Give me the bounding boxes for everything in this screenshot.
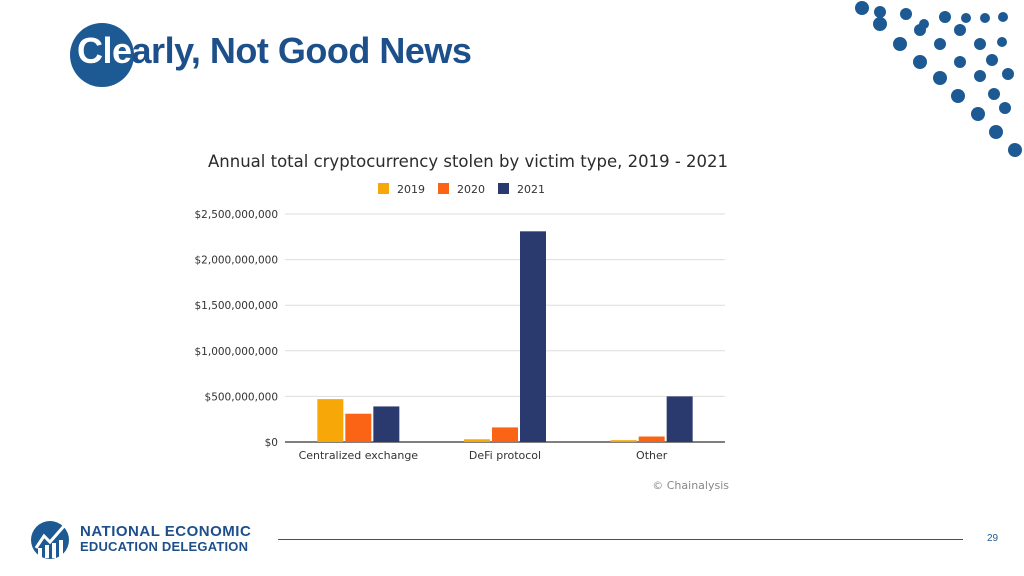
decorative-dot (989, 125, 1003, 139)
x-category-label: Other (636, 449, 668, 462)
need-logo-icon (31, 521, 69, 559)
bar-2020 (638, 436, 665, 442)
decorative-dot (971, 107, 985, 121)
y-tick-label: $1,000,000,000 (195, 346, 279, 358)
slide-title-rest: arly, Not Good News (131, 30, 472, 71)
decorative-dot (874, 6, 886, 18)
bar-2021 (373, 406, 400, 442)
legend-swatch-2019 (378, 183, 389, 194)
footer-divider (278, 539, 963, 540)
decorative-dot (914, 24, 926, 36)
decorative-dot (999, 102, 1011, 114)
decorative-dot (1002, 68, 1014, 80)
page-number: 29 (987, 533, 999, 544)
decorative-dot (1008, 143, 1022, 157)
decorative-dot (980, 13, 990, 23)
decorative-dot (933, 71, 947, 85)
organization-name: NATIONAL ECONOMIC EDUCATION DELEGATION (80, 524, 251, 554)
y-tick-label: $2,500,000,000 (195, 209, 279, 221)
x-category-label: DeFi protocol (469, 449, 541, 462)
legend-swatch-2021 (498, 183, 509, 194)
chart-title: Annual total cryptocurrency stolen by vi… (208, 152, 728, 171)
decorative-dot (934, 38, 946, 50)
bar-chart: Annual total cryptocurrency stolen by vi… (195, 152, 730, 492)
decorative-dot (855, 1, 869, 15)
legend-label-2021: 2021 (517, 183, 545, 196)
decorative-dot (951, 89, 965, 103)
decorative-dot (900, 8, 912, 20)
y-tick-label: $2,000,000,000 (195, 255, 279, 267)
org-name-line2: EDUCATION DELEGATION (80, 539, 249, 554)
bar-2021 (520, 231, 546, 442)
decorative-dot (954, 56, 966, 68)
y-tick-label: $1,500,000,000 (195, 300, 279, 312)
bar-2021 (666, 396, 693, 442)
chart-source: © Chainalysis (652, 479, 729, 492)
bar-2019 (464, 439, 490, 442)
bar-2020 (345, 413, 372, 442)
x-category-label: Centralized exchange (299, 449, 419, 462)
decorative-dot (974, 38, 986, 50)
decorative-dot-pattern (855, 1, 1022, 157)
slide-title: Clearly, Not Good News (77, 30, 472, 72)
decorative-dot (893, 37, 907, 51)
decorative-dot (997, 37, 1007, 47)
org-name-line1: NATIONAL ECONOMIC (80, 523, 252, 540)
title-accent-circle (70, 23, 134, 87)
decorative-dot (961, 13, 971, 23)
y-tick-label: $500,000,000 (205, 391, 278, 403)
decorative-dot (873, 17, 887, 31)
decorative-dot (939, 11, 951, 23)
decorative-dot (974, 70, 986, 82)
legend-swatch-2020 (438, 183, 449, 194)
bar-2019 (610, 440, 637, 442)
decorative-dot (998, 12, 1008, 22)
decorative-dot (913, 55, 927, 69)
y-tick-label: $0 (265, 437, 278, 449)
decorative-dot (986, 54, 998, 66)
bar-2020 (492, 427, 518, 442)
legend-label-2019: 2019 (397, 183, 425, 196)
slide-title-first: Cle (77, 30, 132, 71)
decorative-dot (954, 24, 966, 36)
legend-label-2020: 2020 (457, 183, 485, 196)
decorative-dot (988, 88, 1000, 100)
bar-2019 (317, 399, 344, 442)
